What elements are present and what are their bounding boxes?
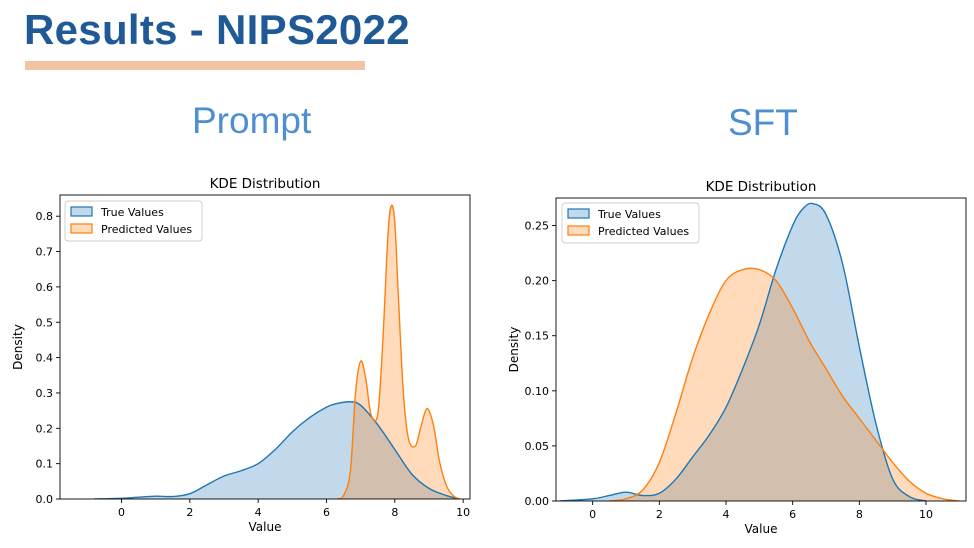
x-tick-label: 6 <box>789 508 796 521</box>
y-tick-label: 0.00 <box>525 495 550 508</box>
y-tick-label: 0.4 <box>36 352 54 365</box>
chart-title: KDE Distribution <box>210 176 321 192</box>
legend-swatch <box>70 223 93 234</box>
x-tick-label: 2 <box>186 506 193 519</box>
y-tick-label: 0.8 <box>36 210 54 223</box>
y-tick-label: 0.1 <box>36 458 54 471</box>
y-tick-label: 0.5 <box>36 316 54 329</box>
x-tick-label: 0 <box>589 508 596 521</box>
x-tick-label: 6 <box>323 506 330 519</box>
legend-label: True Values <box>100 206 164 219</box>
series-line-1 <box>609 267 960 501</box>
y-tick-label: 0.05 <box>525 440 550 453</box>
y-tick-label: 0.3 <box>36 387 54 400</box>
series-line-0 <box>94 401 457 499</box>
x-tick-label: 0 <box>118 506 125 519</box>
x-tick-label: 10 <box>919 508 933 521</box>
y-tick-label: 0.15 <box>525 330 550 343</box>
y-tick-label: 0.0 <box>36 493 54 506</box>
x-tick-label: 4 <box>723 508 730 521</box>
x-tick-label: 8 <box>856 508 863 521</box>
y-tick-label: 0.10 <box>525 385 550 398</box>
series-line-1 <box>336 204 461 499</box>
title-underline <box>25 61 365 70</box>
series-line-0 <box>559 202 927 501</box>
x-axis-label: Value <box>745 522 778 536</box>
plot-frame <box>555 197 967 502</box>
plot-frame <box>59 194 471 500</box>
y-tick-label: 0.20 <box>525 275 550 288</box>
legend-swatch <box>567 225 590 236</box>
panel-label-sft: SFT <box>728 102 798 143</box>
legend-label: Predicted Values <box>101 223 192 236</box>
series-area-1 <box>609 268 960 501</box>
y-tick-label: 0.25 <box>525 220 550 233</box>
legend-swatch <box>567 208 590 219</box>
legend-box <box>64 200 203 242</box>
x-tick-label: 2 <box>656 508 663 521</box>
y-tick-label: 0.2 <box>36 422 54 435</box>
x-tick-label: 10 <box>456 506 470 519</box>
slide-title: Results - NIPS2022 <box>24 6 410 53</box>
series-area-1 <box>336 205 460 499</box>
y-axis-label: Density <box>11 324 25 370</box>
series-area-0 <box>559 203 926 501</box>
x-tick-label: 4 <box>255 506 262 519</box>
legend-label: True Values <box>597 208 661 221</box>
panel-label-prompt: Prompt <box>192 100 312 141</box>
y-axis-label: Density <box>507 327 521 373</box>
y-tick-label: 0.6 <box>36 281 54 294</box>
chart-title: KDE Distribution <box>706 179 817 195</box>
legend-box <box>561 202 700 244</box>
x-axis-label: Value <box>249 520 282 534</box>
legend-label: Predicted Values <box>598 225 689 238</box>
legend-swatch <box>70 206 93 217</box>
y-tick-label: 0.7 <box>36 246 54 259</box>
legend: True Values Predicted Values <box>64 200 203 242</box>
legend: True Values Predicted Values <box>561 202 700 244</box>
x-tick-label: 8 <box>391 506 398 519</box>
